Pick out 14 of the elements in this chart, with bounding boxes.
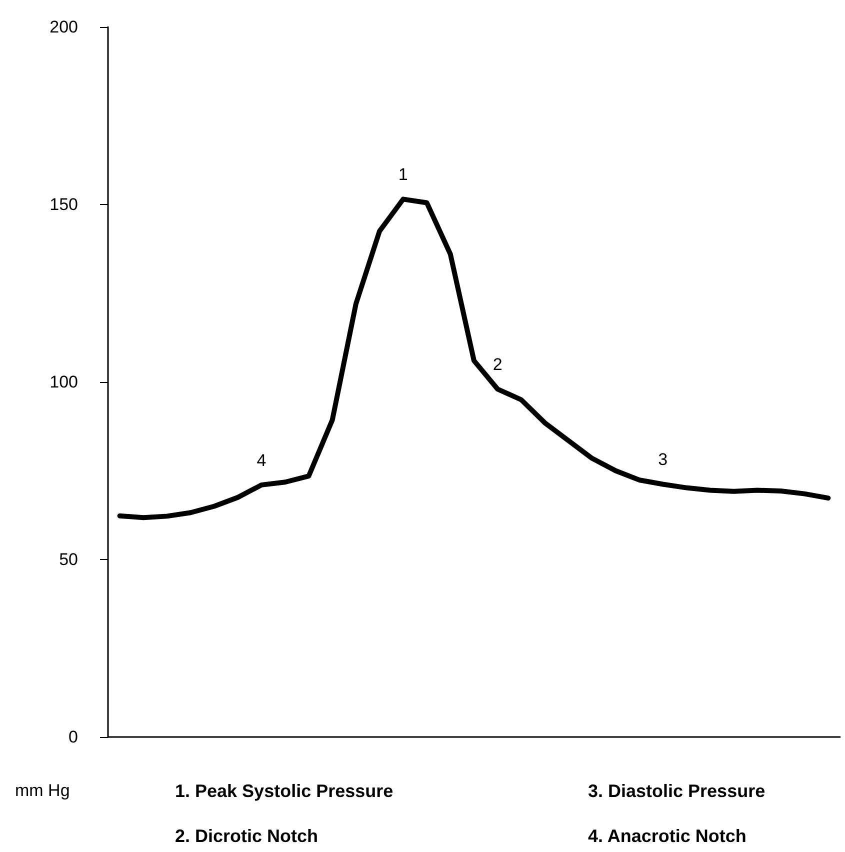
text: 2. Dicrotic Notch — [175, 826, 318, 846]
y-tick-label: 100 — [50, 372, 78, 392]
y-tick-label: 50 — [59, 550, 78, 569]
y-tick-label: 0 — [68, 728, 78, 746]
text: 3. Diastolic Pressure — [588, 781, 766, 801]
annotation: 1 — [398, 165, 408, 184]
text: 1. Peak Systolic Pressure — [175, 781, 394, 801]
y-tick-label: 200 — [50, 18, 78, 36]
y-axis-title: mm Hg — [15, 781, 70, 800]
annotation: 2 — [492, 355, 502, 374]
annotation: 4 — [256, 450, 266, 470]
text: 4. Anacrotic Notch — [588, 826, 746, 846]
y-tick-label: 150 — [50, 195, 78, 214]
annotation: 3 — [658, 450, 668, 470]
